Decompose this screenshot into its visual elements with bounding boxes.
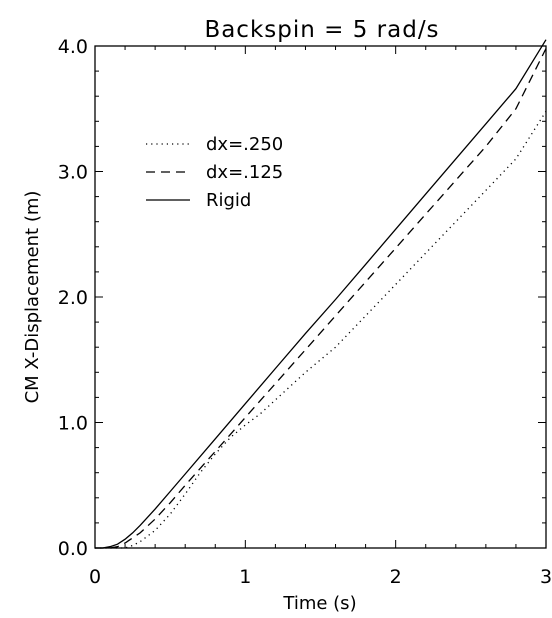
x-tick-label: 2	[390, 566, 402, 588]
plot-frame	[94, 45, 547, 549]
legend-label: Rigid	[206, 190, 251, 211]
series-line-dashed	[95, 48, 547, 549]
y-tick-label: 4.0	[58, 36, 88, 58]
y-tick-label: 3.0	[58, 162, 88, 184]
y-tick-label: 2.0	[58, 287, 88, 309]
legend: dx=.250 dx=.125 Rigid	[146, 134, 283, 211]
y-tick-label: 1.0	[58, 413, 88, 435]
chart-title: Backspin = 5 rad/s	[204, 17, 439, 43]
legend-label: dx=.250	[206, 134, 283, 155]
y-tick-label: 0.0	[58, 538, 88, 560]
x-tick-label: 0	[89, 566, 101, 588]
series-line-solid	[95, 39, 547, 549]
y-axis-title: CM X-Displacement (m)	[22, 191, 43, 404]
series-line-dotted	[95, 110, 547, 549]
series-layer	[95, 39, 547, 549]
x-tick-label: 3	[540, 566, 552, 588]
ticks-layer: 0 1 2 3 0.0 1.0 2.0 3.0 4.0	[58, 36, 552, 588]
x-tick-label: 1	[239, 566, 251, 588]
x-axis-title: Time (s)	[282, 593, 356, 614]
legend-label: dx=.125	[206, 162, 283, 183]
